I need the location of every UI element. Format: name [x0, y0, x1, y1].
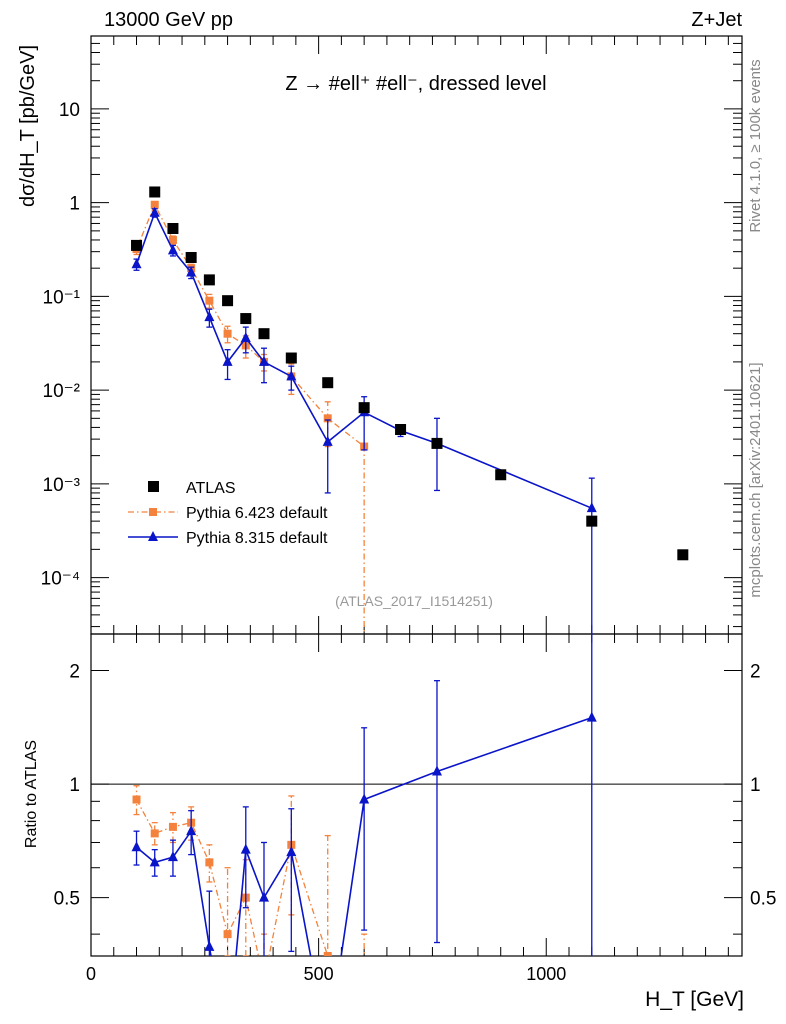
main-pythia6-point: [150, 200, 159, 209]
legend: ATLAS Pythia 6.423 default Pythia 8.315 …: [128, 480, 328, 547]
ratio-y-tick-label: 0.5: [54, 889, 80, 910]
x-tick-label: 0: [86, 964, 96, 984]
axis-tick-labels: 0 500 1000 10⁻⁴ 10⁻³ 10⁻² 10⁻¹ 1 10 0.5 0.5 1 1 2 2: [41, 100, 777, 984]
mcplots-source-note: mcplots.cern.ch [arXiv:2401.10621]: [747, 362, 764, 597]
main-pythia6-point: [205, 296, 214, 305]
ratio-pythia6-point: [205, 858, 214, 867]
ratio-pythia6-point: [150, 829, 159, 838]
main-pythia6-point: [323, 414, 332, 423]
ratio-y-axis-label: Ratio to ATLAS: [23, 740, 40, 848]
main-atlas-point: [222, 295, 234, 307]
ratio-pythia8-point: [258, 891, 269, 902]
main-atlas-point: [285, 352, 297, 364]
ratio-pythia8-point: [359, 793, 370, 804]
main-atlas-point: [677, 549, 689, 561]
main-pythia8-point: [131, 258, 142, 269]
legend-atlas-marker: [148, 481, 159, 492]
ratio-pythia8-point: [204, 940, 215, 951]
ratio-pythia6-point: [323, 952, 332, 956]
main-atlas-point: [431, 437, 443, 449]
legend-pythia8-marker: [148, 531, 158, 541]
main-pythia8-point: [322, 435, 333, 446]
main-pythia8-point: [204, 311, 215, 322]
main-y-tick-label: 10⁻²: [43, 381, 81, 402]
main-atlas-point: [586, 515, 598, 527]
legend-atlas-label: ATLAS: [186, 480, 236, 497]
process-label: Z+Jet: [691, 9, 742, 31]
main-y-tick-label: 1: [69, 194, 80, 215]
legend-pythia6-label: Pythia 6.423 default: [186, 505, 328, 522]
ratio-pythia8-point: [131, 841, 142, 852]
main-atlas-point: [358, 402, 370, 414]
ratio-pythia6-point: [168, 822, 177, 831]
main-atlas-point: [185, 251, 197, 263]
ratio-y-tick-label-right: 0.5: [750, 889, 776, 910]
ratio-pythia8-point: [431, 765, 442, 776]
energy-label: 13000 GeV pp: [104, 9, 233, 31]
ratio-pythia8-point: [149, 856, 160, 867]
main-pythia8-point: [222, 355, 233, 366]
main-pythia6-point: [223, 329, 232, 338]
main-pythia8-point: [186, 266, 197, 277]
legend-pythia6-marker: [149, 508, 157, 516]
ratio-pythia8-point: [186, 825, 197, 836]
legend-pythia8-label: Pythia 8.315 default: [186, 530, 328, 547]
x-axis-label: H_T [GeV]: [645, 988, 744, 1011]
main-pythia8-point: [258, 355, 269, 366]
ratio-pythia8-point: [167, 851, 178, 862]
ratio-pythia8-point: [286, 846, 297, 857]
ratio-pythia6-line: [135, 799, 329, 956]
main-atlas-point: [131, 239, 143, 251]
main-y-tick-label: 10⁻¹: [43, 287, 81, 308]
main-y-axis-label: dσ/dH_T [pb/GeV]: [17, 45, 39, 207]
main-atlas-point: [322, 377, 334, 389]
main-pythia8-point: [286, 370, 297, 381]
main-pythia8-point: [167, 244, 178, 255]
plot-title: Z → #ell⁺ #ell⁻, dressed level: [285, 73, 546, 95]
ratio-panel-frame: [90, 633, 743, 957]
main-atlas-point: [395, 424, 407, 436]
main-atlas-point: [258, 328, 270, 340]
main-pythia6-point: [168, 235, 177, 244]
ratio-pythia6-point: [260, 977, 268, 985]
x-tick-label: 1000: [526, 964, 566, 984]
ratio-panel-data: [131, 634, 597, 985]
main-pythia8-point: [586, 502, 597, 513]
main-panel-data: [131, 186, 689, 634]
main-pythia8-point: [149, 206, 160, 217]
ratio-y-tick-label: 2: [69, 662, 80, 683]
ratio-pythia6-point: [223, 930, 232, 939]
ratio-pythia8-point: [240, 843, 251, 854]
ratio-y-tick-label-right: 2: [750, 662, 761, 683]
ratio-pythia6-point: [132, 795, 141, 804]
main-y-tick-label: 10: [59, 100, 80, 121]
main-y-tick-label: 10⁻⁴: [41, 569, 80, 590]
main-atlas-point: [495, 469, 507, 481]
rivet-version-note: Rivet 4.1.0, ≥ 100k events: [747, 59, 764, 232]
analysis-id: (ATLAS_2017_I1514251): [335, 593, 493, 609]
main-atlas-point: [203, 274, 215, 286]
ratio-pythia8-point: [586, 711, 597, 722]
x-tick-label: 500: [304, 964, 334, 984]
main-atlas-point: [240, 313, 252, 325]
ratio-y-tick-label: 1: [69, 775, 80, 796]
main-atlas-point: [167, 223, 179, 235]
main-atlas-point: [149, 186, 161, 198]
main-y-tick-label: 10⁻³: [43, 475, 81, 496]
main-pythia8-point: [240, 331, 251, 342]
ratio-y-tick-label-right: 1: [750, 775, 761, 796]
